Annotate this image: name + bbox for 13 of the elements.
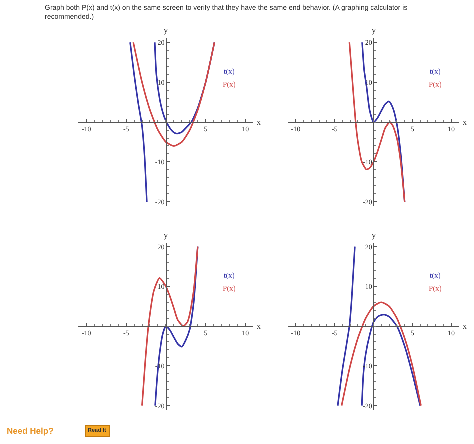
line-series bbox=[341, 302, 422, 407]
text: Need Help? bbox=[7, 426, 54, 436]
y-axis-title: y bbox=[372, 231, 376, 240]
line-series bbox=[141, 246, 199, 407]
line-series bbox=[348, 42, 406, 203]
x-axis-title: x bbox=[257, 118, 261, 127]
y-axis-title: y bbox=[372, 26, 376, 35]
x-axis-title: x bbox=[463, 118, 467, 127]
y-axis-title: y bbox=[164, 26, 168, 35]
x-axis-title: x bbox=[463, 322, 467, 331]
line-series bbox=[132, 42, 216, 148]
x-axis-title: x bbox=[257, 322, 261, 331]
y-axis-title: y bbox=[164, 231, 168, 240]
